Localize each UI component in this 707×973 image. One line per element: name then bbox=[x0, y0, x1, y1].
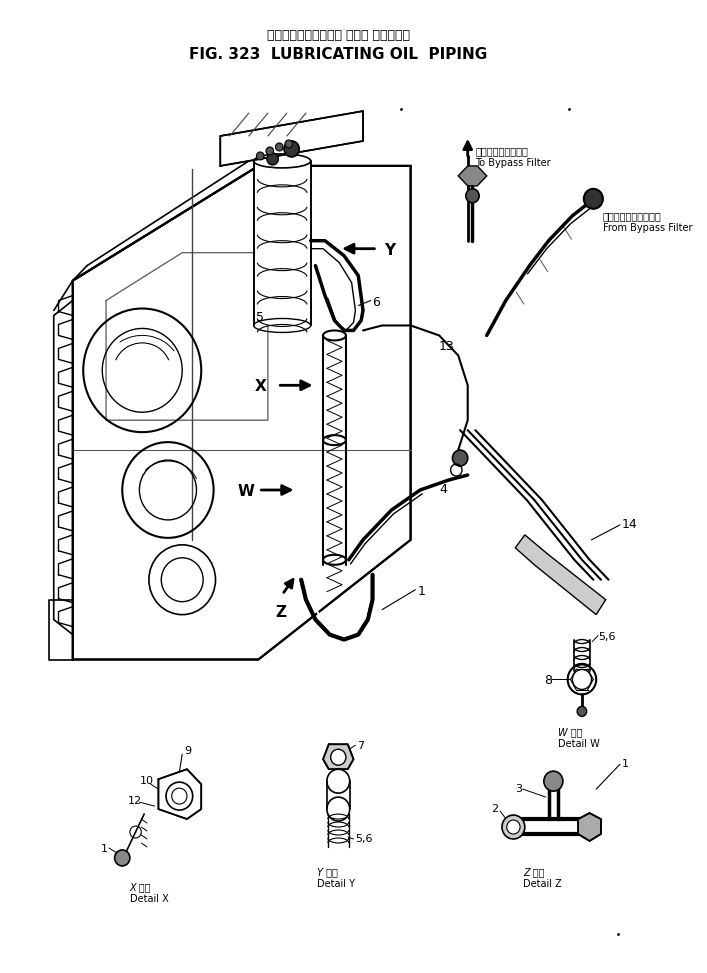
Text: From Bypass Filter: From Bypass Filter bbox=[603, 223, 692, 233]
Text: Detail W: Detail W bbox=[558, 739, 600, 749]
Circle shape bbox=[507, 820, 520, 834]
Circle shape bbox=[266, 147, 274, 155]
Polygon shape bbox=[73, 166, 411, 660]
Text: ルーブリケーティング オイル パイピング: ルーブリケーティング オイル パイピング bbox=[267, 29, 410, 42]
Circle shape bbox=[466, 189, 479, 202]
Text: 1: 1 bbox=[101, 844, 108, 854]
Circle shape bbox=[257, 152, 264, 160]
Text: 3: 3 bbox=[515, 784, 522, 794]
Circle shape bbox=[267, 153, 279, 164]
Text: Z: Z bbox=[276, 604, 286, 620]
Text: 5,6: 5,6 bbox=[598, 631, 616, 641]
Circle shape bbox=[452, 450, 468, 466]
Text: 5: 5 bbox=[257, 310, 264, 323]
Text: 7: 7 bbox=[357, 741, 364, 751]
Text: Y 詳細: Y 詳細 bbox=[317, 867, 338, 877]
Polygon shape bbox=[515, 535, 606, 615]
Text: 14: 14 bbox=[622, 518, 638, 531]
Circle shape bbox=[502, 815, 525, 839]
Text: FIG. 323  LUBRICATING OIL  PIPING: FIG. 323 LUBRICATING OIL PIPING bbox=[189, 48, 487, 62]
Text: バイパスフィルタから: バイパスフィルタから bbox=[603, 211, 662, 221]
Text: Detail Z: Detail Z bbox=[523, 879, 561, 889]
Circle shape bbox=[276, 143, 283, 151]
Text: 1: 1 bbox=[417, 585, 425, 597]
Text: Z 詳細: Z 詳細 bbox=[523, 867, 544, 877]
Text: Detail Y: Detail Y bbox=[317, 879, 356, 889]
Text: 1: 1 bbox=[622, 759, 629, 770]
Circle shape bbox=[331, 749, 346, 765]
Text: 8: 8 bbox=[544, 674, 552, 688]
Text: 5,6: 5,6 bbox=[356, 834, 373, 844]
Polygon shape bbox=[578, 813, 601, 841]
Text: 12: 12 bbox=[128, 796, 142, 806]
Polygon shape bbox=[221, 111, 363, 166]
Text: 2: 2 bbox=[491, 804, 498, 814]
Text: W: W bbox=[238, 484, 255, 499]
Text: バイパスフィルタへ: バイパスフィルタへ bbox=[475, 146, 528, 156]
Circle shape bbox=[115, 850, 130, 866]
Text: 9: 9 bbox=[184, 746, 191, 756]
Polygon shape bbox=[323, 744, 354, 770]
Circle shape bbox=[284, 141, 299, 157]
Text: X: X bbox=[255, 379, 267, 394]
Circle shape bbox=[577, 706, 587, 716]
Text: 4: 4 bbox=[439, 483, 447, 496]
Polygon shape bbox=[158, 770, 201, 819]
Text: Y: Y bbox=[384, 242, 395, 258]
Polygon shape bbox=[458, 166, 486, 186]
Circle shape bbox=[584, 189, 603, 209]
Circle shape bbox=[544, 772, 563, 791]
Text: 13: 13 bbox=[439, 341, 455, 353]
Text: Detail X: Detail X bbox=[130, 894, 168, 904]
Bar bbox=[254, 161, 310, 325]
Text: To Bypass Filter: To Bypass Filter bbox=[475, 158, 551, 168]
Circle shape bbox=[285, 140, 293, 148]
Text: 10: 10 bbox=[139, 776, 153, 786]
Text: W 詳細: W 詳細 bbox=[558, 727, 583, 738]
Text: 6: 6 bbox=[373, 296, 380, 308]
Text: X 詳細: X 詳細 bbox=[130, 882, 151, 892]
